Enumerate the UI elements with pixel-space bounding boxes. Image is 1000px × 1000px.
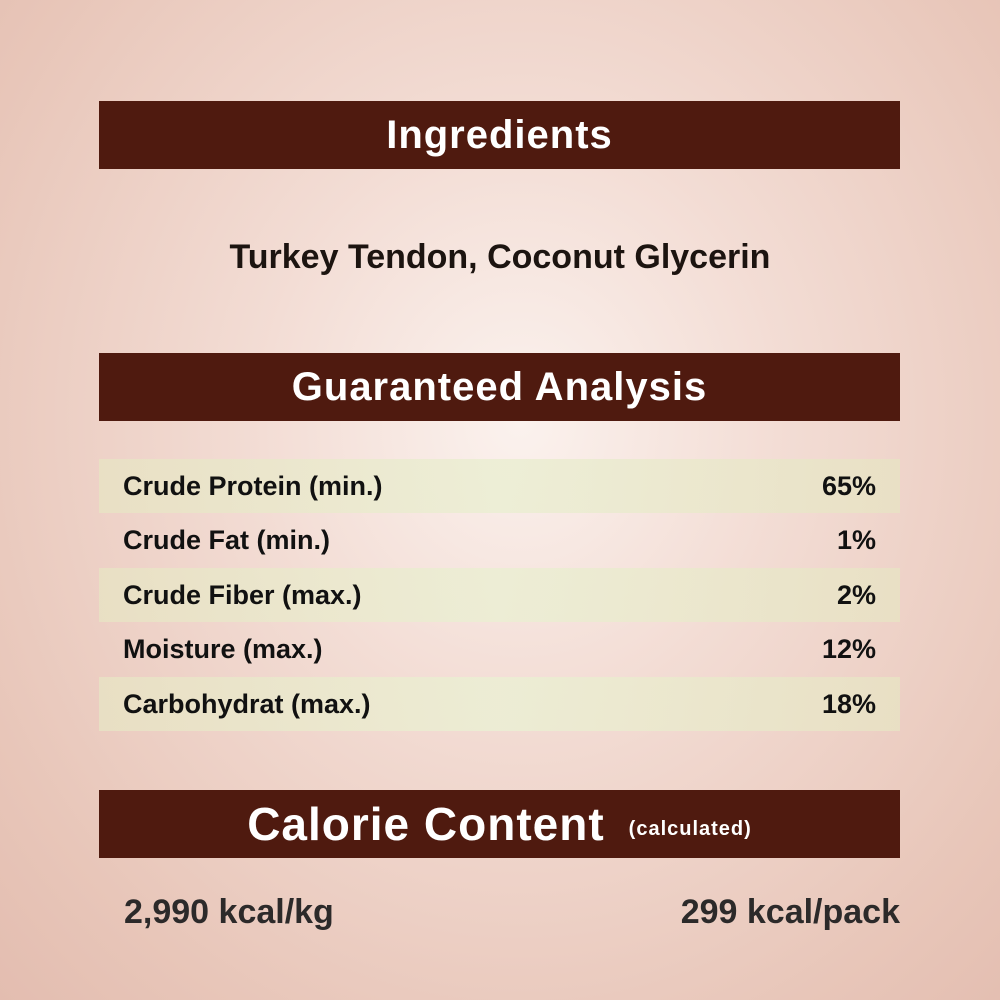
calorie-banner: Calorie Content (calculated) [99,790,900,858]
calorie-note: (calculated) [628,817,752,840]
row-value: 2% [836,579,876,610]
analysis-row: Crude Fiber (max.) 2% [99,568,900,622]
row-label: Crude Fat (min.) [123,524,330,555]
calorie-heading: Calorie Content [247,798,605,850]
analysis-row: Crude Protein (min.) 65% [99,459,900,513]
ingredients-banner: Ingredients [99,101,900,169]
calorie-per-pack: 299 kcal/pack [680,893,900,931]
row-value: 65% [821,470,876,501]
calorie-per-kg: 2,990 kcal/kg [124,893,334,931]
analysis-banner: Guaranteed Analysis [99,353,900,421]
ingredients-text: Turkey Tendon, Coconut Glycerin [229,238,771,276]
analysis-row: Carbohydrat (max.) 18% [99,677,900,731]
row-value: 12% [821,633,876,664]
row-label: Crude Fiber (max.) [123,579,362,610]
ingredients-heading: Ingredients [386,112,613,157]
analysis-row: Moisture (max.) 12% [99,622,900,676]
row-value: 18% [821,688,876,719]
row-label: Carbohydrat (max.) [123,688,371,719]
analysis-row: Crude Fat (min.) 1% [99,513,900,567]
row-value: 1% [836,524,876,555]
row-label: Crude Protein (min.) [123,470,383,501]
analysis-heading: Guaranteed Analysis [291,364,708,409]
row-label: Moisture (max.) [123,633,323,664]
